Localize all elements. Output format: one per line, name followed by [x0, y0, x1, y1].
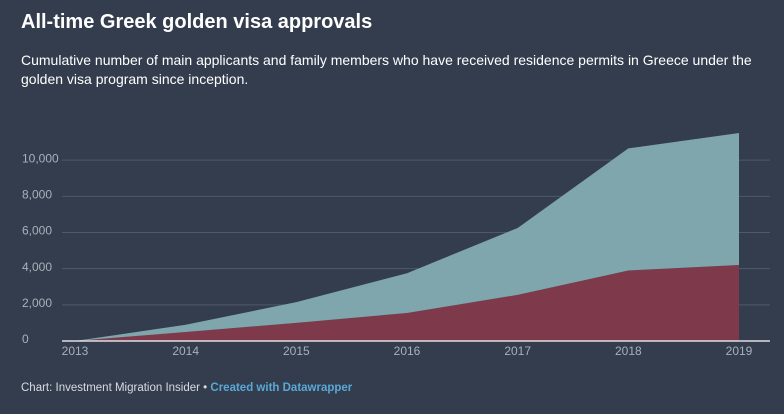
y-tick-label: 0: [22, 332, 29, 346]
y-tick-label: 6,000: [22, 224, 52, 238]
x-tick-label: 2018: [615, 344, 642, 358]
x-tick-label: 2016: [394, 344, 421, 358]
area: [75, 265, 739, 341]
x-tick-label: 2017: [504, 344, 531, 358]
separator: •: [203, 382, 208, 394]
y-tick-label: 10,000: [22, 151, 59, 165]
x-tick-label: 2013: [62, 344, 89, 358]
credit[interactable]: Created with Datawrapper: [210, 382, 353, 394]
y-tick-label: 2,000: [22, 296, 52, 310]
y-tick-label: 8,000: [22, 188, 52, 202]
chart-subtitle: Cumulative number of main applicants and…: [21, 52, 752, 87]
y-tick-label: 4,000: [22, 260, 52, 274]
x-tick-label: 2015: [283, 344, 310, 358]
area: [75, 133, 739, 341]
x-tick-label: 2014: [172, 344, 199, 358]
footer: Chart: Investment Migration Insider • Cr…: [21, 382, 352, 394]
chart-title: All-time Greek golden visa approvals: [21, 11, 373, 33]
x-tick-label: 2019: [726, 344, 753, 358]
source: Chart: Investment Migration Insider: [21, 382, 200, 394]
